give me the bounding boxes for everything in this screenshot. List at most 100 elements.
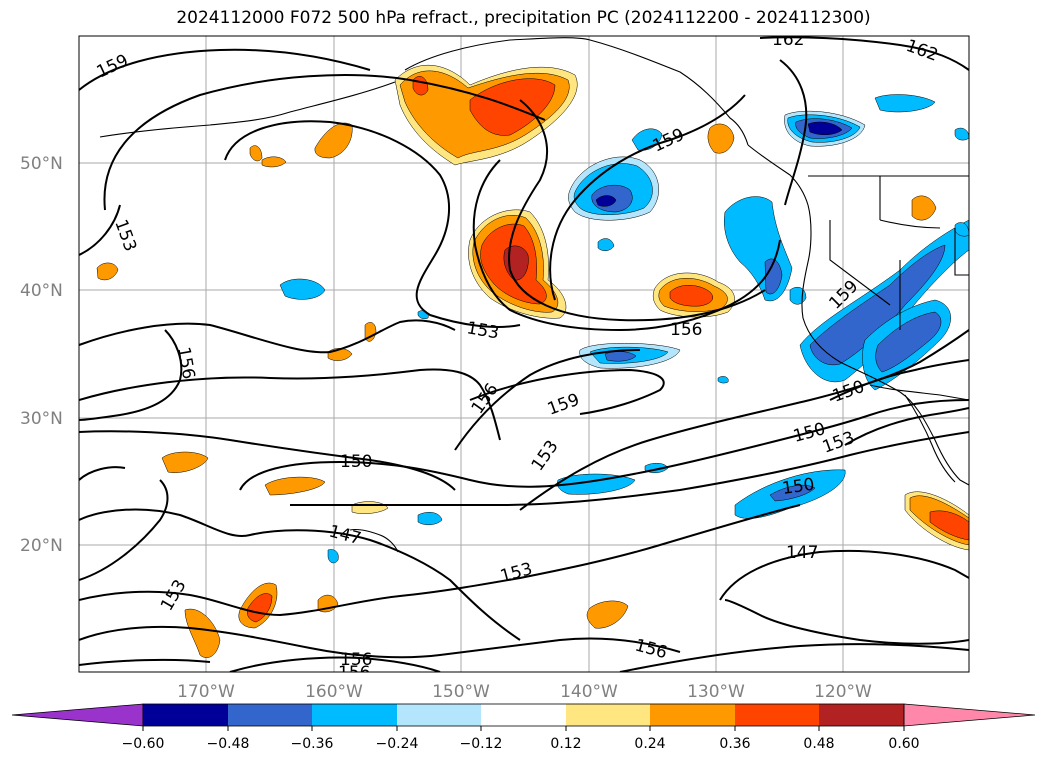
contour-plain-1 <box>79 319 456 354</box>
coast-aleutians <box>99 81 396 138</box>
contour-plain-2 <box>79 368 501 441</box>
fill-small-n8 <box>717 376 729 384</box>
contour-153-sw <box>79 479 169 581</box>
coast-us-west <box>801 204 969 486</box>
contour-159-nw <box>79 48 371 91</box>
fill-small-10 <box>247 593 273 623</box>
contour-label-156-s2: 156 <box>340 650 372 670</box>
border-states-2 <box>879 219 941 229</box>
coast-baja <box>904 394 956 483</box>
contour-147-east2 <box>724 599 969 645</box>
colorbar-tick-label: 0.12 <box>550 736 581 752</box>
lon-label-140w: 140°W <box>560 682 618 702</box>
fill-bc-navy <box>807 121 843 135</box>
lon-label-130w: 130°W <box>687 682 745 702</box>
contour-156-s2 <box>229 656 441 672</box>
border-states-3 <box>829 220 891 306</box>
contour-150-mid <box>290 431 969 507</box>
colorbar-tick-label: 0.24 <box>634 736 665 752</box>
contour-159-arc <box>549 94 746 301</box>
contour-sw-1 <box>79 466 126 481</box>
lon-label-120w: 120°W <box>814 682 872 702</box>
fill-small-16 <box>261 156 287 168</box>
contour-label-147-east: 147 <box>786 543 818 563</box>
fill-small-4 <box>364 322 377 342</box>
border-states-4 <box>954 228 969 276</box>
contour-156-loop <box>224 120 521 328</box>
fill-small-15 <box>249 145 263 162</box>
lon-label-160w: 160°W <box>305 682 363 702</box>
contour-trough-outer <box>508 99 766 322</box>
fill-southeast-red <box>929 510 969 541</box>
colorbar-tick-label: −0.60 <box>122 736 165 752</box>
contour-156-s3 <box>619 643 969 672</box>
contour-156-south <box>79 625 681 659</box>
colorbar-bin-6 <box>566 704 650 726</box>
plot-border <box>78 35 970 673</box>
colorbar: −0.60 −0.48 −0.36 −0.24 −0.12 0.12 0.24 … <box>11 703 1036 752</box>
fill-small-n1 <box>279 278 326 300</box>
colorbar-tick-label: −0.12 <box>460 736 503 752</box>
height-contours <box>79 36 969 672</box>
colorbar-tick-label: −0.36 <box>291 736 334 752</box>
contour-label-150-sub: 150 <box>781 475 816 499</box>
coast-bc <box>747 144 809 206</box>
contour-153-south <box>79 504 801 617</box>
contour-153-mid <box>519 329 969 511</box>
fill-subtropic-3b <box>769 484 816 502</box>
lat-label-50n: 50°N <box>20 154 63 174</box>
contour-147-east <box>719 549 969 601</box>
fill-small-14 <box>96 262 119 281</box>
contour-162-ne <box>759 36 969 71</box>
fill-small-7 <box>264 476 326 496</box>
colorbar-tick-label: −0.24 <box>376 736 419 752</box>
lon-label-150w: 150°W <box>432 682 490 702</box>
fill-small-n2 <box>417 512 443 525</box>
map-plot-area: 159 162 162 159 153 153 156 159 156 156 … <box>79 30 969 683</box>
contour-153-east <box>844 407 969 446</box>
colorbar-bin-1 <box>143 704 228 726</box>
colorbar-bin-7 <box>650 704 735 726</box>
coast-islands-hi <box>349 528 399 553</box>
fill-small-n10 <box>789 287 807 305</box>
contour-150b <box>239 399 969 491</box>
fill-east-pac-red <box>669 285 713 307</box>
colorbar-extend-low <box>11 703 144 727</box>
fill-small-n6 <box>597 238 615 251</box>
colorbar-bin-8 <box>735 704 819 726</box>
fill-small-3 <box>911 195 937 221</box>
contour-159-coast <box>779 59 808 206</box>
map-title: 2024112000 F072 500 hPa refract., precip… <box>176 8 871 28</box>
contour-label-156-s3: 156 <box>338 663 370 683</box>
colorbar-tick-label: 0.48 <box>803 736 834 752</box>
fill-interior-blue <box>875 311 942 373</box>
contour-150 <box>79 430 456 491</box>
colorbar-bin-2 <box>228 704 312 726</box>
lat-label-30n: 30°N <box>20 409 63 429</box>
colorbar-bin-4 <box>397 704 481 726</box>
fill-small-12 <box>586 600 629 629</box>
coast-alaska <box>404 37 749 146</box>
colorbar-ticks <box>142 726 905 731</box>
border-mex <box>869 384 969 401</box>
colorbar-tick-label: −0.48 <box>207 736 250 752</box>
contour-153-loop <box>103 74 546 211</box>
contour-label-150-left: 150 <box>340 452 372 472</box>
contour-150-east <box>829 359 969 401</box>
colorbar-frame <box>142 703 905 727</box>
colorbar-bin-5 <box>481 704 566 726</box>
fill-small-1 <box>314 122 353 159</box>
lon-label-170w: 170°W <box>177 682 235 702</box>
lat-label-20n: 20°N <box>20 536 63 556</box>
colorbar-extend-high <box>903 703 1036 727</box>
contour-153-west <box>79 204 121 256</box>
contour-trough-inner <box>472 159 781 332</box>
contour-label-162-top: 162 <box>772 30 804 50</box>
contour-156-mid <box>454 349 641 451</box>
colorbar-bin-9 <box>819 704 904 726</box>
positive-anomaly-fills <box>96 64 969 658</box>
contour-156-west <box>79 329 183 421</box>
contour-159-south <box>79 658 211 666</box>
colorbar-bin-3 <box>312 704 397 726</box>
